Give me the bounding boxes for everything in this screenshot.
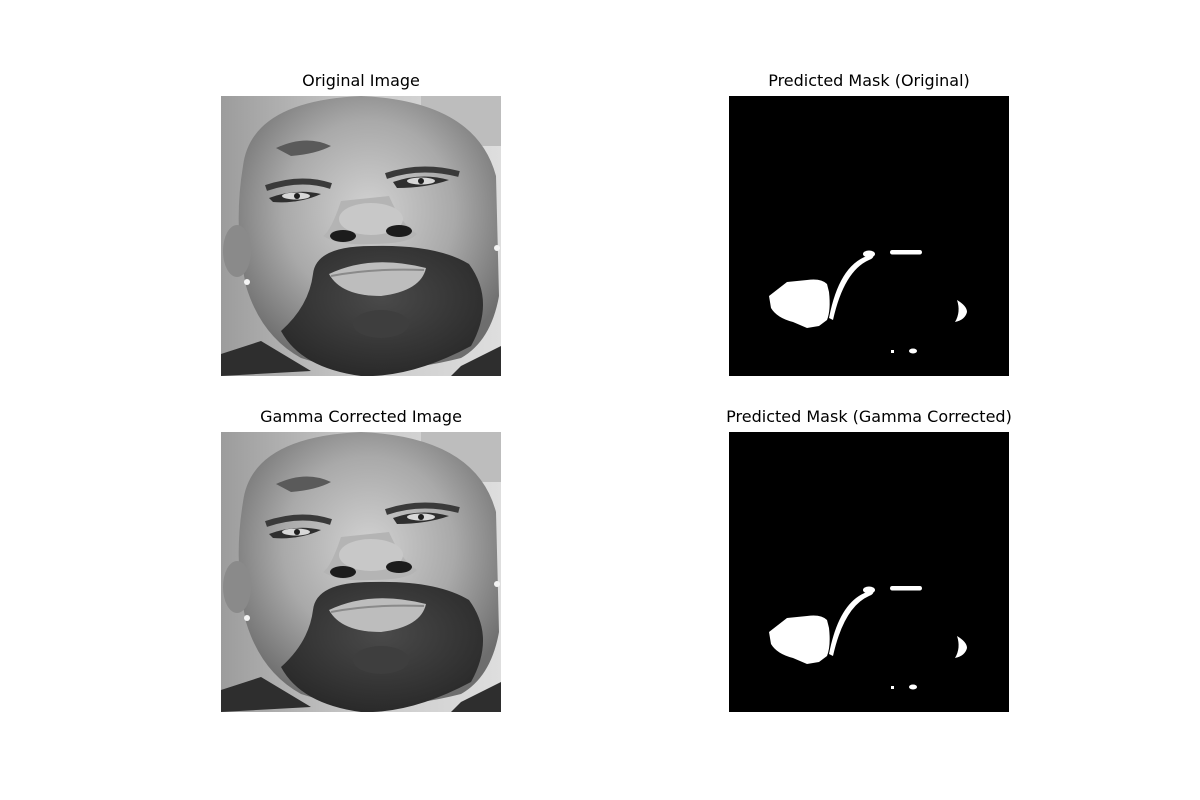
gamma-corrected-image-panel: Gamma Corrected Image (221, 407, 501, 712)
predicted-mask-original-image (729, 96, 1009, 376)
panel-title: Original Image (302, 71, 420, 90)
predicted-mask-original-panel: Predicted Mask (Original) (729, 71, 1009, 376)
panel-title: Predicted Mask (Gamma Corrected) (726, 407, 1012, 426)
panel-title: Gamma Corrected Image (260, 407, 462, 426)
predicted-mask-gamma-image (729, 432, 1009, 712)
original-image-panel: Original Image (221, 71, 501, 376)
panel-title: Predicted Mask (Original) (768, 71, 970, 90)
original-face-image (221, 96, 501, 376)
gamma-corrected-face-image (221, 432, 501, 712)
predicted-mask-gamma-panel: Predicted Mask (Gamma Corrected) (726, 407, 1012, 712)
